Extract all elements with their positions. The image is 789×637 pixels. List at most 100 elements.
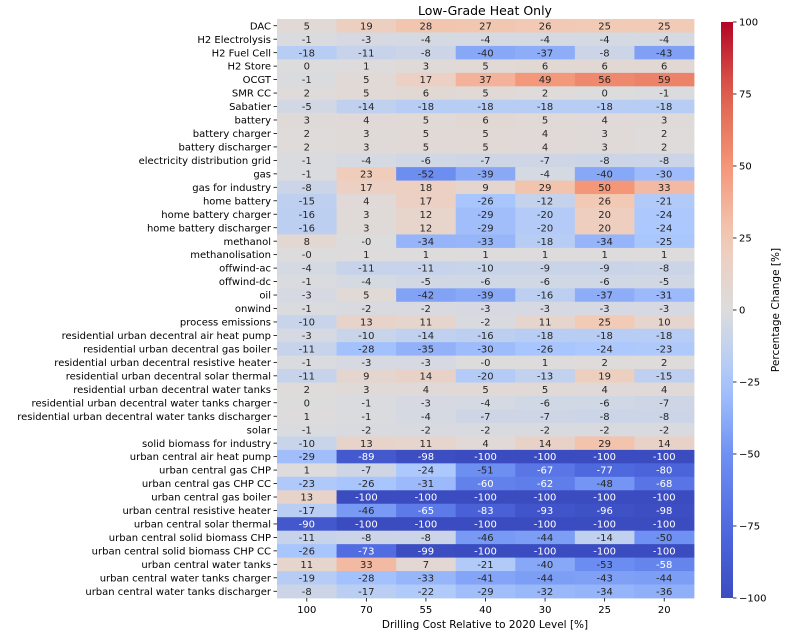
heatmap-cell [336,544,397,559]
heatmap-cell [634,503,695,518]
heatmap-cell [455,86,516,101]
heatmap-cell [634,409,695,424]
heatmap-cell [336,59,397,74]
heatmap-cell [515,247,576,262]
cell-value-label: -15 [299,196,315,207]
heatmap-cell [336,194,397,208]
heatmap-cell [396,544,457,559]
y-tick-label: urban central solar thermal [134,520,271,531]
cell-value-label: -15 [656,371,672,382]
heatmap-cell [515,422,576,437]
cell-value-label: -21 [656,196,672,207]
cell-value-label: -26 [299,546,315,557]
cell-value-label: 18 [420,183,433,194]
heatmap-cell [455,220,516,235]
cell-value-label: 5 [542,385,548,396]
cell-value-label: 13 [360,318,373,329]
heatmap-cell [396,113,457,128]
cell-value-label: -34 [596,237,612,248]
heatmap-cell [515,126,576,141]
heatmap-cell [336,369,397,383]
cell-value-label: -1 [302,75,312,86]
heatmap-cell [277,288,337,303]
y-tick-label: OCGT [243,75,272,86]
cell-value-label: 2 [304,143,310,154]
cell-value-label: 2 [304,89,310,100]
cell-value-label: 26 [539,21,552,32]
cell-value-label: -28 [358,344,374,355]
heatmap-cell [396,261,457,276]
heatmap-cell [336,86,397,101]
heatmap-cell [277,113,337,128]
heatmap-cell [574,220,635,235]
heatmap-cell [336,490,397,505]
cell-value-label: 11 [539,318,552,329]
heatmap-cell [277,126,337,141]
cell-value-label: -41 [477,573,493,584]
cell-value-label: 25 [658,21,671,32]
heatmap-cell [455,113,516,128]
cell-value-label: -100 [593,520,616,531]
cell-value-label: -18 [537,102,553,113]
cell-value-label: -6 [600,277,610,288]
cell-value-label: -40 [477,48,493,59]
heatmap-cell [396,274,457,289]
cell-value-label: 25 [598,318,611,329]
heatmap-cell [455,396,516,410]
cell-value-label: 49 [539,75,552,86]
cell-value-label: -100 [653,452,676,463]
heatmap-cell [277,207,337,222]
heatmap-cell [515,261,576,276]
heatmap-cell [277,369,337,383]
cell-value-label: -20 [537,210,553,221]
heatmap-cell [277,315,337,330]
heatmap-cell [455,382,516,397]
cell-value-label: 3 [363,223,369,234]
heatmap-cell [455,194,516,208]
cell-value-label: -2 [481,318,491,329]
colorbar-gradient [721,22,733,598]
cell-value-label: 4 [601,116,607,127]
heatmap-cell [634,194,695,208]
cell-value-label: -16 [537,291,553,302]
cell-value-label: -50 [656,533,672,544]
cell-value-label: -5 [421,277,431,288]
heatmap-cell [277,45,337,60]
cell-value-label: -24 [418,466,434,477]
cell-value-label: 2 [304,385,310,396]
cell-value-label: 25 [598,21,611,32]
heatmap-cell [336,153,397,168]
cell-value-label: -8 [659,412,669,423]
heatmap-cell [277,32,337,47]
heatmap-cell [277,503,337,518]
cell-value-label: -100 [593,452,616,463]
cell-value-label: -8 [600,156,610,167]
heatmap-cell [277,274,337,289]
cell-value-label: 9 [482,183,488,194]
cell-value-label: 14 [658,439,671,450]
cell-value-label: 4 [661,385,667,396]
cell-value-label: -11 [299,533,315,544]
cell-value-label: -11 [358,264,374,275]
cell-value-label: -35 [418,344,434,355]
heatmap-cell [277,180,337,195]
heatmap-cell [515,436,576,451]
cell-value-label: -20 [477,371,493,382]
heatmap-cell [634,422,695,437]
cell-value-label: 59 [658,75,671,86]
colorbar-tick-label: 100 [739,18,758,29]
x-tick-label: 30 [539,605,552,616]
heatmap-cell [515,530,576,545]
cell-value-label: -8 [600,412,610,423]
heatmap-cell [634,490,695,505]
cell-value-label: 3 [661,116,667,127]
cell-value-label: -4 [481,35,491,46]
cell-value-label: -19 [299,573,315,584]
cell-value-label: -1 [302,169,312,180]
heatmap-cell [277,86,337,101]
cell-value-label: 1 [601,250,607,261]
heatmap-cell [277,220,337,235]
cell-value-label: -0 [361,237,371,248]
heatmap-cell [574,557,635,572]
heatmap-cell [336,301,397,316]
